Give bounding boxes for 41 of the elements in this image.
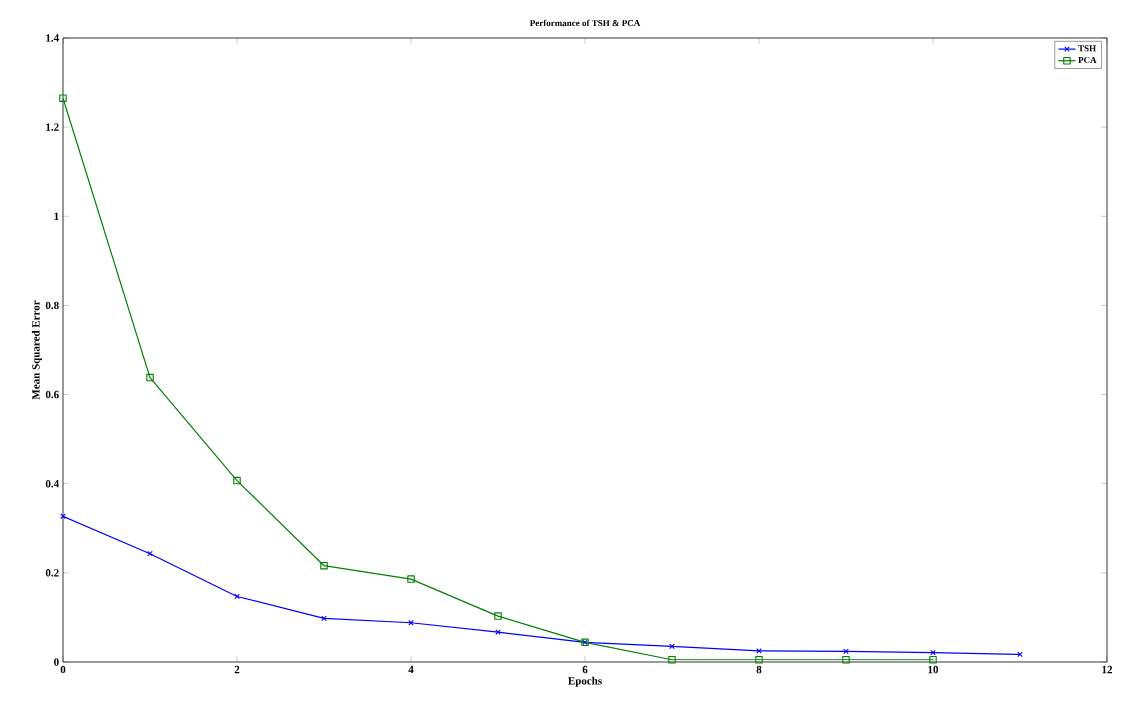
x-tick-label: 4 — [408, 665, 414, 674]
y-tick-label: 1.2 — [46, 123, 59, 131]
point — [842, 656, 850, 664]
y-tick-label: 0.2 — [45, 569, 59, 577]
x-tick-label: 0 — [60, 665, 66, 674]
x-tick-label: 2 — [234, 665, 240, 674]
point — [407, 575, 415, 583]
y-axis-title: Mean Squared Error — [31, 300, 42, 400]
point — [1017, 651, 1023, 658]
legend-label: TSH — [1078, 45, 1096, 52]
point — [755, 656, 763, 664]
y-tick-label: 1.4 — [46, 34, 59, 42]
point — [60, 513, 66, 520]
point — [669, 643, 675, 650]
point — [59, 94, 67, 102]
x-tick-label: 8 — [756, 665, 762, 674]
x-tick-label: 6 — [582, 665, 588, 674]
y-tick-label: 0 — [54, 658, 59, 666]
point — [494, 612, 502, 620]
point — [233, 476, 241, 485]
point — [146, 373, 154, 382]
x-tick-label: 12 — [1102, 665, 1113, 674]
point — [929, 656, 937, 664]
point — [320, 561, 328, 570]
y-tick-label: 0.4 — [45, 479, 59, 488]
y-tick-label: 0.8 — [45, 301, 59, 310]
point — [756, 648, 762, 654]
point — [843, 648, 849, 655]
point — [321, 615, 327, 622]
chart-title: Performance of TSH & PCA — [529, 19, 641, 27]
x-tick-label: 10 — [928, 665, 939, 674]
point — [234, 593, 240, 600]
point — [408, 619, 414, 626]
legend-label: PCA — [1078, 56, 1097, 63]
y-tick-label: 1 — [54, 212, 59, 220]
point — [495, 629, 501, 635]
point — [930, 649, 936, 656]
point — [668, 656, 676, 664]
y-tick-label: 0.6 — [45, 390, 59, 399]
point — [147, 550, 153, 557]
x-axis-title: Epochs — [568, 676, 602, 687]
